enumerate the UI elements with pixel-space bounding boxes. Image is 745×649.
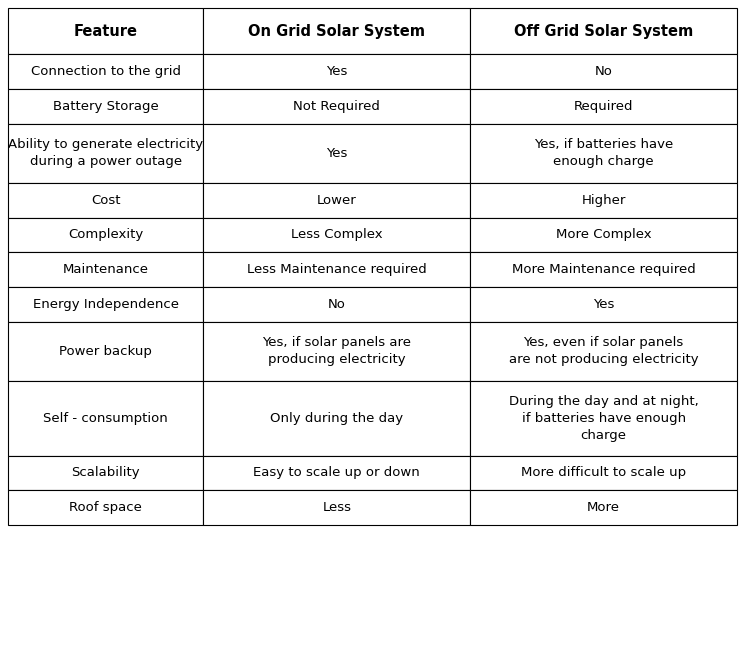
Bar	[203, 381, 470, 456]
Bar	[203, 55, 470, 89]
Text: No: No	[328, 298, 346, 311]
Text: Less Complex: Less Complex	[291, 228, 383, 241]
Text: Power backup: Power backup	[60, 345, 152, 358]
Text: Battery Storage: Battery Storage	[53, 100, 159, 113]
Bar	[470, 89, 737, 124]
Text: Yes: Yes	[326, 147, 347, 160]
Text: Cost: Cost	[91, 193, 121, 206]
Text: Energy Independence: Energy Independence	[33, 298, 179, 311]
Bar	[203, 456, 470, 491]
Bar	[8, 287, 203, 322]
Bar	[8, 322, 203, 381]
Text: Scalability: Scalability	[72, 467, 140, 480]
Bar	[8, 8, 203, 55]
Bar	[8, 183, 203, 217]
Bar	[8, 55, 203, 89]
Bar	[8, 491, 203, 525]
Bar	[203, 89, 470, 124]
Bar	[203, 252, 470, 287]
Text: Yes, if batteries have
enough charge: Yes, if batteries have enough charge	[534, 138, 673, 168]
Text: Not Required: Not Required	[294, 100, 380, 113]
Bar	[8, 89, 203, 124]
Bar	[470, 252, 737, 287]
Text: On Grid Solar System: On Grid Solar System	[248, 23, 425, 38]
Text: Only during the day: Only during the day	[270, 411, 403, 424]
Text: Self - consumption: Self - consumption	[43, 411, 168, 424]
Text: Complexity: Complexity	[68, 228, 143, 241]
Bar	[203, 322, 470, 381]
Text: Yes, if solar panels are
producing electricity: Yes, if solar panels are producing elect…	[262, 336, 411, 367]
Text: No: No	[595, 65, 612, 78]
Bar	[203, 8, 470, 55]
Bar	[203, 124, 470, 183]
Bar	[203, 491, 470, 525]
Bar	[470, 322, 737, 381]
Text: Less: Less	[323, 501, 352, 514]
Text: Yes: Yes	[593, 298, 615, 311]
Text: More: More	[587, 501, 620, 514]
Bar	[470, 287, 737, 322]
Bar	[470, 381, 737, 456]
Bar	[8, 381, 203, 456]
Text: Yes, even if solar panels
are not producing electricity: Yes, even if solar panels are not produc…	[509, 336, 698, 367]
Bar	[470, 456, 737, 491]
Bar	[8, 217, 203, 252]
Text: Required: Required	[574, 100, 633, 113]
Text: Easy to scale up or down: Easy to scale up or down	[253, 467, 420, 480]
Bar	[203, 287, 470, 322]
Bar	[470, 124, 737, 183]
Text: Higher: Higher	[581, 193, 626, 206]
Text: Off Grid Solar System: Off Grid Solar System	[514, 23, 693, 38]
Text: Roof space: Roof space	[69, 501, 142, 514]
Text: Yes: Yes	[326, 65, 347, 78]
Text: More Complex: More Complex	[556, 228, 651, 241]
Text: Maintenance: Maintenance	[63, 263, 149, 276]
Text: Less Maintenance required: Less Maintenance required	[247, 263, 427, 276]
Bar	[8, 124, 203, 183]
Text: Lower: Lower	[317, 193, 357, 206]
Text: More Maintenance required: More Maintenance required	[512, 263, 696, 276]
Text: Connection to the grid: Connection to the grid	[31, 65, 181, 78]
Bar	[470, 183, 737, 217]
Bar	[8, 252, 203, 287]
Text: Feature: Feature	[74, 23, 138, 38]
Bar	[470, 217, 737, 252]
Bar	[8, 456, 203, 491]
Bar	[203, 183, 470, 217]
Bar	[470, 55, 737, 89]
Bar	[470, 491, 737, 525]
Text: More difficult to scale up: More difficult to scale up	[521, 467, 686, 480]
Text: During the day and at night,
if batteries have enough
charge: During the day and at night, if batterie…	[509, 395, 699, 442]
Bar	[203, 217, 470, 252]
Text: Ability to generate electricity
during a power outage: Ability to generate electricity during a…	[8, 138, 203, 168]
Bar	[470, 8, 737, 55]
